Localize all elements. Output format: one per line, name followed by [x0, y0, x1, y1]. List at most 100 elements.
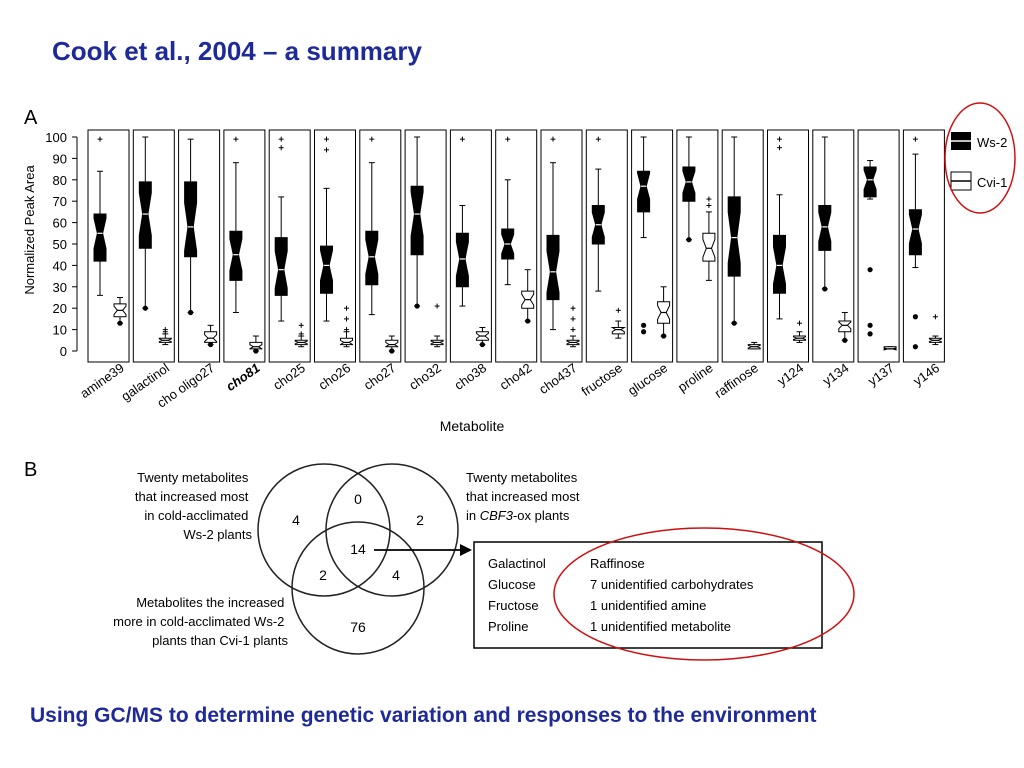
venn-count-center: 14: [350, 541, 366, 557]
ws2-box: [908, 209, 922, 256]
ws2-outlier-dot: [867, 322, 873, 328]
ws2-box: [184, 181, 198, 258]
panel-frame: [314, 129, 356, 363]
y-tick-label: 10: [53, 323, 67, 338]
cvi1-box: [702, 232, 716, 262]
cvi1-outlier-dot: [389, 348, 395, 354]
category-label: y124: [775, 360, 807, 388]
panel-frame: [857, 129, 900, 363]
panel-frame: [268, 129, 311, 363]
venn-count-right-only: 2: [416, 512, 424, 528]
panel-frame: [223, 129, 266, 363]
category-panel: [495, 129, 538, 363]
venn-left-label: Twenty metabolites that increased most i…: [135, 470, 253, 542]
ws2-outlier-dot: [731, 320, 737, 326]
category-panel: [902, 129, 945, 363]
ws2-outlier-dot: [867, 331, 873, 337]
ws2-box: [727, 196, 741, 277]
category-panel: [540, 129, 583, 363]
y-tick-label: 80: [53, 173, 67, 188]
venn-count-left-only: 4: [292, 512, 300, 528]
panel-frame: [87, 129, 130, 363]
cvi1-outlier-dot: [525, 318, 531, 324]
y-tick-label: 30: [53, 280, 67, 295]
category-panel: [676, 129, 719, 363]
slide-title: Cook et al., 2004 – a summary: [52, 36, 422, 66]
panel-a-letter: A: [24, 107, 38, 129]
cvi1-box: [340, 337, 353, 346]
panel-frame: [676, 129, 719, 363]
boxplot-chart: A Normalized Peak Area Metabolite 0 10 20 3…: [22, 102, 1016, 434]
ws2-outlier-dot: [912, 344, 919, 350]
category-label: cho81: [223, 360, 262, 394]
cvi1-box: [249, 341, 263, 350]
result-box: [473, 541, 823, 649]
category-label: cho26: [316, 360, 354, 393]
category-panel: [585, 129, 628, 363]
plot-area: [87, 129, 945, 363]
venn-count-left-bottom: 2: [319, 567, 327, 583]
panel-frame: [359, 129, 402, 363]
category-panel: [223, 129, 266, 363]
ws2-box: [863, 166, 877, 198]
panel-frame: [585, 129, 628, 363]
category-label: glucose: [625, 360, 670, 398]
cvi1-outlier-dot: [117, 320, 123, 326]
y-tick-label: 60: [53, 216, 67, 231]
result-highlight-circle: [553, 527, 855, 661]
venn-circle-bottom: [291, 521, 425, 655]
arrow-head-icon: [460, 544, 472, 556]
ws2-outlier-dot: [414, 303, 420, 309]
cvi1-outlier-dot: [253, 348, 259, 354]
legend-label-ws2: Ws-2: [977, 135, 1007, 150]
venn-panel: B Twenty metabolites that increased most…: [24, 459, 855, 661]
y-tick-label: 100: [45, 130, 67, 145]
category-label: y134: [820, 360, 852, 388]
panel-frame: [812, 129, 855, 363]
venn-count-top-overlap: 0: [354, 491, 362, 507]
venn-count-bottom-only: 76: [350, 619, 366, 635]
ws2-outlier-dot: [641, 329, 647, 335]
venn-bottom-label: Metabolites the increased more in cold-a…: [113, 595, 288, 648]
category-label: y137: [865, 360, 897, 388]
panel-b-letter: B: [24, 459, 37, 481]
venn-count-right-bottom: 4: [392, 567, 400, 583]
legend-label-cvi1: Cvi-1: [977, 175, 1007, 190]
category-panel: [404, 129, 447, 363]
legend: Ws-2 Cvi-1: [950, 132, 1007, 191]
category-panel: [178, 129, 221, 363]
ws2-outlier-dot: [641, 322, 647, 328]
y-tick-label: 20: [53, 301, 67, 316]
category-panel: [767, 129, 809, 363]
ws2-outlier-dot: [686, 237, 692, 243]
ws2-box: [229, 230, 243, 281]
panel-frame: [449, 129, 492, 363]
panel-frame: [404, 129, 447, 363]
ws2-box: [410, 185, 424, 256]
result-col1: Galactinol Glucose Fructose Proline: [488, 556, 549, 634]
venn-right-label: Twenty metabolites that increased most i…: [466, 470, 583, 523]
ws2-box: [546, 234, 560, 301]
category-label: fructose: [579, 360, 625, 399]
category-panel: [812, 129, 855, 363]
category-panel: [721, 129, 764, 363]
y-tick-label: 40: [53, 258, 67, 273]
panel-frame: [721, 129, 764, 363]
category-panel: [268, 129, 311, 363]
category-label: cho32: [406, 360, 444, 393]
category-panel: [857, 129, 900, 363]
category-panel: [314, 129, 356, 363]
ws2-box: [93, 213, 107, 262]
legend-highlight-circle: [944, 102, 1016, 214]
y-tick-label: 90: [53, 151, 67, 166]
ws2-box: [138, 181, 152, 249]
cvi1-box: [385, 339, 399, 348]
category-panel: [631, 129, 674, 363]
ws2-box: [455, 232, 469, 288]
ws2-box: [320, 245, 333, 294]
ws2-outlier-dot: [142, 305, 148, 311]
panel-frame: [495, 129, 538, 363]
cvi1-box: [204, 331, 218, 343]
x-axis-label: Metabolite: [440, 418, 505, 434]
